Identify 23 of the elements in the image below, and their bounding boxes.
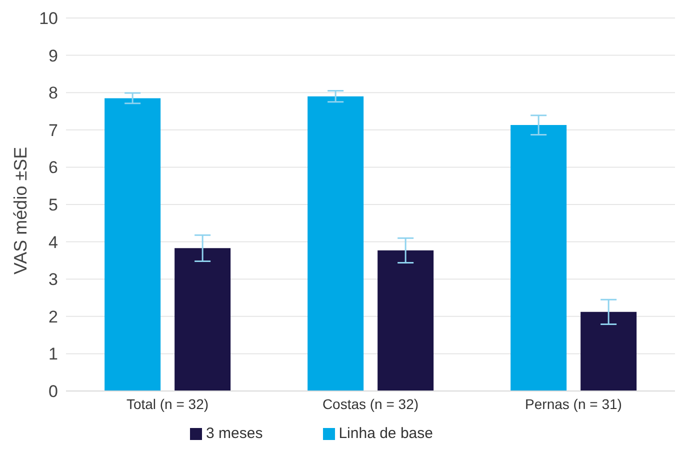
x-tick-label: Total (n = 32) bbox=[126, 396, 209, 412]
y-tick-label: 2 bbox=[48, 307, 58, 326]
y-tick-label: 8 bbox=[48, 84, 58, 103]
y-tick-label: 5 bbox=[48, 196, 58, 215]
bar bbox=[510, 125, 567, 391]
legend-label: Linha de base bbox=[338, 425, 433, 442]
bar bbox=[378, 250, 434, 391]
y-tick-label: 0 bbox=[48, 382, 58, 402]
y-axis-title: VAS médio ±SE bbox=[10, 146, 30, 274]
y-tick-label: 9 bbox=[48, 46, 58, 66]
y-tick-label: 10 bbox=[39, 9, 58, 28]
bar bbox=[104, 98, 161, 391]
y-tick-label: 1 bbox=[48, 344, 58, 364]
x-tick-label: Pernas (n = 31) bbox=[525, 396, 622, 412]
bar bbox=[580, 312, 637, 391]
y-tick-label: 3 bbox=[48, 270, 58, 290]
y-tick-label: 7 bbox=[48, 120, 58, 140]
legend-label: 3 meses bbox=[206, 425, 263, 442]
bar bbox=[308, 96, 364, 391]
bar bbox=[174, 248, 231, 391]
y-tick-label: 6 bbox=[48, 158, 58, 178]
y-tick-label: 4 bbox=[48, 232, 58, 252]
x-tick-label: Costas (n = 32) bbox=[322, 396, 419, 412]
